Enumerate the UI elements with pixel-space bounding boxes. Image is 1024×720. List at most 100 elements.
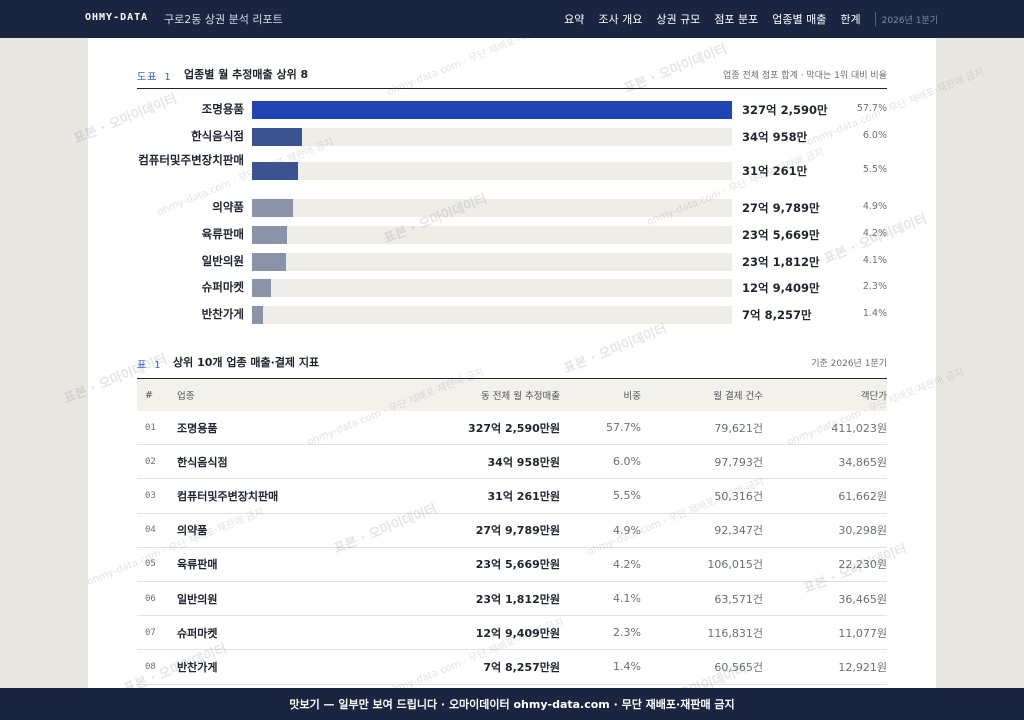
bar-value-label: 34억 958만 [742,130,808,144]
bar-row: 일반의원 23억 1,812만 4.1% [137,252,887,272]
bar-value-label: 7억 8,257만 [742,308,812,322]
top-nav-bar: OHMY-DATA 구로2동 상권 분석 리포트 요약 조사 개요 상권 규모 … [0,0,1024,38]
row-rank: 05 [145,559,156,570]
nav-link-sales-by-industry[interactable]: 업종별 매출 [772,13,827,26]
nav-links: 요약 조사 개요 상권 규모 점포 분포 업종별 매출 한계 2026년 1분기 [564,0,1024,38]
bar-value-label: 12억 9,409만 [742,281,820,295]
table-row: 08 반찬가게 7억 8,257만원 1.4% 60,565건 12,921원 [137,650,887,685]
table-row: 04 의약품 27억 9,789만원 4.9% 92,347건 30,298원 [137,514,887,548]
row-share: 5.5% [613,489,641,503]
bar [252,199,293,217]
bar-row: 한식음식점 34억 958만 6.0% [137,127,887,147]
col-header-industry: 업종 [177,391,195,402]
sales-bar-chart: 조명용품 327억 2,590만 57.7% 한식음식점 34억 958만 6.0% 컴퓨터… [137,100,887,330]
nav-link-store-distribution[interactable]: 점포 분포 [714,13,759,26]
row-sales: 7억 8,257만원 [483,660,560,674]
bar-share-label: 4.2% [862,228,887,239]
bar-row: 의약품 27억 9,789만 4.9% [137,198,887,218]
row-share: 1.4% [613,660,641,674]
col-header-rank: # [145,389,153,401]
bar-track [252,101,732,119]
bar-share-label: 57.7% [856,103,887,114]
row-sales: 27억 9,789만원 [475,524,560,538]
table-label: 표 1 [137,360,162,371]
bar-share-label: 4.1% [862,255,887,266]
col-header-share: 비중 [623,391,641,402]
figure-rule [137,88,887,89]
row-industry: 일반의원 [177,592,218,606]
bar-row: 육류판매 23억 5,669만 4.2% [137,225,887,245]
row-rank: 06 [145,593,156,604]
row-rank: 04 [145,525,156,536]
row-rank: 02 [145,456,156,467]
bar-row: 반찬가게 7억 8,257만 1.4% [137,305,887,325]
bar [252,279,271,297]
bar [252,128,302,146]
nav-link-limitations[interactable]: 한계 [840,13,861,26]
row-sales: 327억 2,590만원 [468,421,560,435]
bar-share-label: 4.9% [862,201,887,212]
table-row: 06 일반의원 23억 1,812만원 4.1% 63,571건 36,465원 [137,582,887,617]
row-transactions: 60,565건 [714,660,763,674]
row-unit-price: 22,230원 [838,558,887,572]
footer-bar: 맛보기 — 일부만 보여 드립니다 · 오마이데이터 ohmy-data.com… [0,688,1024,720]
row-transactions: 63,571건 [714,592,763,606]
bar-share-label: 6.0% [862,130,887,141]
bar [252,162,298,180]
row-rank: 01 [145,422,156,433]
col-header-transactions: 월 결제 건수 [713,391,763,402]
table-row: 01 조명용품 327억 2,590만원 57.7% 79,621건 411,023원 [137,411,887,446]
footer-notice: 맛보기 — 일부만 보여 드립니다 · 오마이데이터 ohmy-data.com… [289,698,735,711]
nav-link-market-size[interactable]: 상권 규모 [656,13,701,26]
row-sales: 31억 261만원 [487,489,560,503]
bar-track [252,162,732,180]
row-transactions: 106,015건 [707,558,763,572]
bar-track [252,128,732,146]
nav-link-summary[interactable]: 요약 [564,13,585,26]
bar-share-label: 2.3% [862,281,887,292]
row-rank: 03 [145,490,156,501]
brand-logo[interactable]: OHMY-DATA [85,12,149,23]
row-sales: 12억 9,409만원 [475,626,560,640]
bar-track [252,253,732,271]
nav-link-survey-overview[interactable]: 조사 개요 [598,13,643,26]
bar [252,226,287,244]
bar-category-label: 슈퍼마켓 [201,280,244,294]
bar-value-label: 327억 2,590만 [742,103,828,117]
bar-share-label: 5.5% [862,164,887,175]
row-sales: 23억 1,812만원 [475,592,560,606]
bar-track [252,199,732,217]
bar-value-label: 27억 9,789만 [742,201,820,215]
bar-category-label: 의약품 [212,200,244,214]
col-header-unit-price: 객단가 [860,391,887,402]
figure-label: 도표 1 [137,72,172,83]
bar-track [252,279,732,297]
row-share: 4.2% [613,557,641,571]
row-transactions: 50,316건 [714,489,763,503]
bar [252,306,263,324]
figure-title: 업종별 월 추정매출 상위 8 [184,68,309,81]
bar-category-label: 조명용품 [201,102,244,116]
bar-category-label: 반찬가게 [201,307,244,321]
bar-category-label: 컴퓨터및주변장치판매 [138,153,244,167]
report-period: 2026년 1분기 [881,15,938,26]
bar-share-label: 1.4% [862,308,887,319]
figure-note: 업종 전체 점포 합계 · 막대는 1위 대비 비율 [723,71,887,81]
row-transactions: 79,621건 [714,421,763,435]
table-title: 상위 10개 업종 매출·결제 지표 [173,356,320,369]
table-body: 01 조명용품 327억 2,590만원 57.7% 79,621건 411,023원 02… [137,411,887,685]
bar-value-label: 23억 5,669만 [742,228,820,242]
row-transactions: 116,831건 [707,626,763,640]
bar-track [252,226,732,244]
row-rank: 07 [145,627,156,638]
table-row: 02 한식음식점 34억 958만원 6.0% 97,793건 34,865원 [137,445,887,480]
table-rule [137,378,887,379]
row-industry: 육류판매 [177,558,218,572]
bar-category-label: 한식음식점 [191,129,244,143]
row-unit-price: 36,465원 [838,592,887,606]
row-unit-price: 34,865원 [838,455,887,469]
row-industry: 조명용품 [177,421,218,435]
row-sales: 23억 5,669만원 [475,558,560,572]
row-industry: 의약품 [177,524,208,538]
table-row: 05 육류판매 23억 5,669만원 4.2% 106,015건 22,230원 [137,548,887,582]
